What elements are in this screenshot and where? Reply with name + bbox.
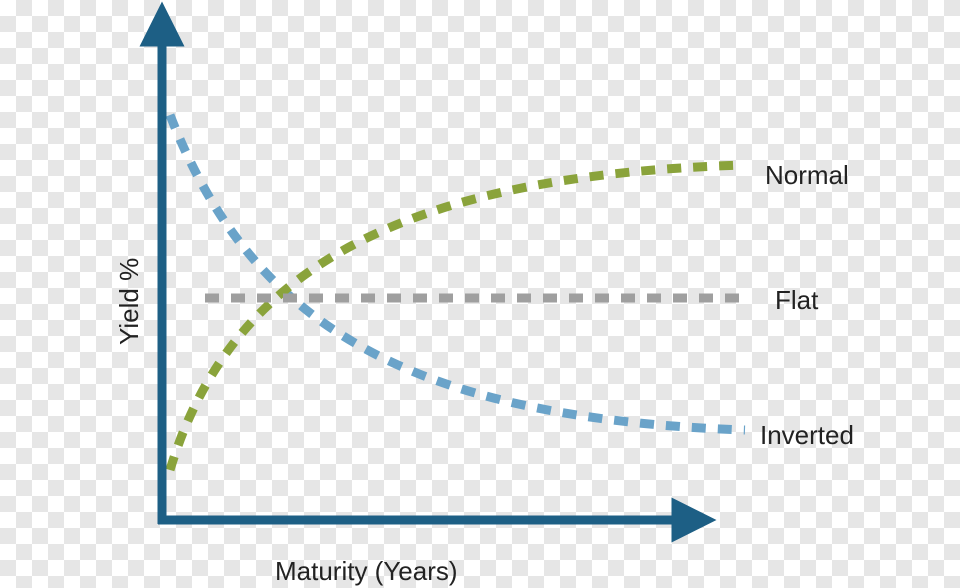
chart-stage: Yield % Maturity (Years) Normal Flat Inv… [0, 0, 960, 588]
series-inverted-curve [170, 115, 745, 430]
x-axis-label: Maturity (Years) [275, 556, 458, 587]
series-inverted-label: Inverted [760, 420, 854, 451]
series-normal-label: Normal [765, 160, 849, 191]
series-normal-curve [170, 165, 745, 470]
y-axis-label: Yield % [114, 258, 145, 345]
series-flat-label: Flat [775, 285, 818, 316]
